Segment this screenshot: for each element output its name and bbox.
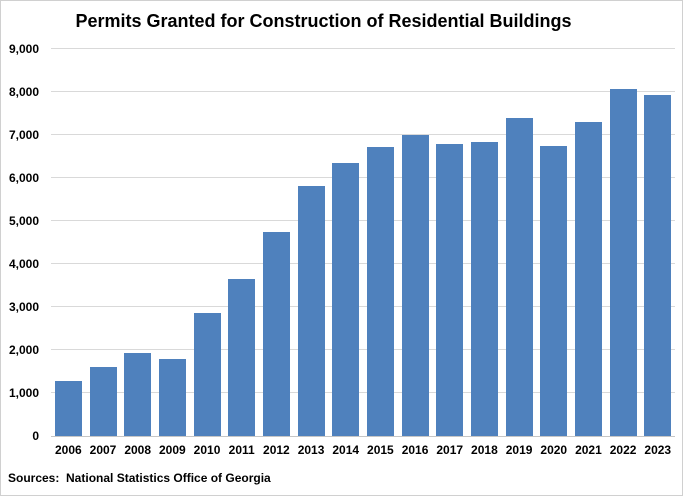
- y-tick-label-5,000: 5,000: [8, 214, 39, 228]
- x-tick-label-2014: 2014: [332, 443, 360, 457]
- bar-slot-2014: [328, 49, 363, 436]
- bar-slot-2016: [398, 49, 433, 436]
- y-tick-label-2,000: 2,000: [8, 343, 39, 357]
- bars-row: [51, 49, 675, 436]
- x-tick-label-2022: 2022: [609, 443, 637, 457]
- x-tick-label-2023: 2023: [644, 443, 672, 457]
- bar-slot-2008: [120, 49, 155, 436]
- y-tick-label-6,000: 6,000: [8, 171, 39, 185]
- y-tick-label-7,000: 7,000: [8, 128, 39, 142]
- y-tick-label-1,000: 1,000: [8, 386, 39, 400]
- bar-slot-2017: [432, 49, 467, 436]
- bar-2022: [609, 88, 637, 436]
- bar-slot-2009: [155, 49, 190, 436]
- bar-2010: [193, 312, 221, 436]
- x-tick-label-2009: 2009: [159, 443, 186, 457]
- bar-slot-2007: [86, 49, 121, 436]
- y-tick-label-8,000: 8,000: [8, 85, 39, 99]
- bar-slot-2023: [640, 49, 675, 436]
- bar-2011: [228, 279, 256, 436]
- bar-slot-2021: [571, 49, 606, 436]
- bar-slot-2015: [363, 49, 398, 436]
- x-tick-label-2021: 2021: [575, 443, 602, 457]
- x-tick-label-2015: 2015: [367, 443, 394, 457]
- bar-slot-2013: [294, 49, 329, 436]
- source-note: Sources: National Statistics Office of G…: [8, 471, 271, 485]
- x-tick-label-2019: 2019: [505, 443, 533, 457]
- gridline-5,000: [51, 220, 675, 221]
- gridline-2,000: [51, 349, 675, 350]
- gridline-9,000: [51, 48, 675, 49]
- x-tick-label-2008: 2008: [124, 443, 152, 457]
- x-tick-label-2011: 2011: [228, 443, 255, 457]
- y-tick-label-0: 0: [32, 429, 39, 443]
- x-tick-label-2007: 2007: [89, 443, 117, 457]
- x-tick-label-2017: 2017: [436, 443, 464, 457]
- bar-slot-2019: [502, 49, 537, 436]
- bar-slot-2012: [259, 49, 294, 436]
- x-tick-label-2016: 2016: [401, 443, 429, 457]
- bar-2017: [436, 143, 464, 436]
- bar-slot-2011: [224, 49, 259, 436]
- bar-slot-2006: [51, 49, 86, 436]
- x-tick-label-2010: 2010: [193, 443, 221, 457]
- y-axis-labels: 0 1,000 2,000 3,000 4,000 5,000 6,000 7,000 8,00…: [1, 42, 41, 443]
- bar-slot-2010: [190, 49, 225, 436]
- gridline-3,000: [51, 306, 675, 307]
- bar-2014: [332, 162, 360, 436]
- gridline-4,000: [51, 263, 675, 264]
- gridline-1,000: [51, 392, 675, 393]
- gridline-8,000: [51, 91, 675, 92]
- bar-2013: [297, 185, 325, 436]
- bar-2015: [366, 147, 394, 436]
- chart-title: Permits Granted for Construction of Resi…: [75, 11, 572, 31]
- x-tick-label-2012: 2012: [263, 443, 290, 457]
- plot-area: [51, 48, 675, 437]
- y-tick-label-3,000: 3,000: [8, 300, 39, 314]
- y-tick-label-9,000: 9,000: [8, 42, 39, 56]
- x-tick-label-2013: 2013: [297, 443, 325, 457]
- bar-2009: [158, 359, 186, 436]
- bar-2019: [505, 118, 533, 436]
- gridline-6,000: [51, 177, 675, 178]
- bar-2012: [262, 231, 290, 436]
- x-tick-label-2018: 2018: [471, 443, 498, 457]
- bar-2020: [540, 145, 568, 436]
- bar-2008: [124, 353, 152, 436]
- x-tick-label-2006: 2006: [54, 443, 82, 457]
- x-axis-labels: 2006 2007 2008 2009 2010 2011 2012 2013 2014 2015…: [51, 443, 675, 457]
- bar-slot-2022: [606, 49, 641, 436]
- bar-2018: [470, 141, 498, 436]
- bar-2021: [574, 121, 602, 436]
- bar-2016: [401, 135, 429, 436]
- bar-2007: [89, 366, 117, 436]
- y-tick-label-4,000: 4,000: [8, 257, 39, 271]
- gridline-7,000: [51, 134, 675, 135]
- bar-2023: [644, 95, 672, 436]
- bar-slot-2020: [536, 49, 571, 436]
- bar-2006: [54, 380, 82, 436]
- bar-slot-2018: [467, 49, 502, 436]
- x-tick-label-2020: 2020: [540, 443, 568, 457]
